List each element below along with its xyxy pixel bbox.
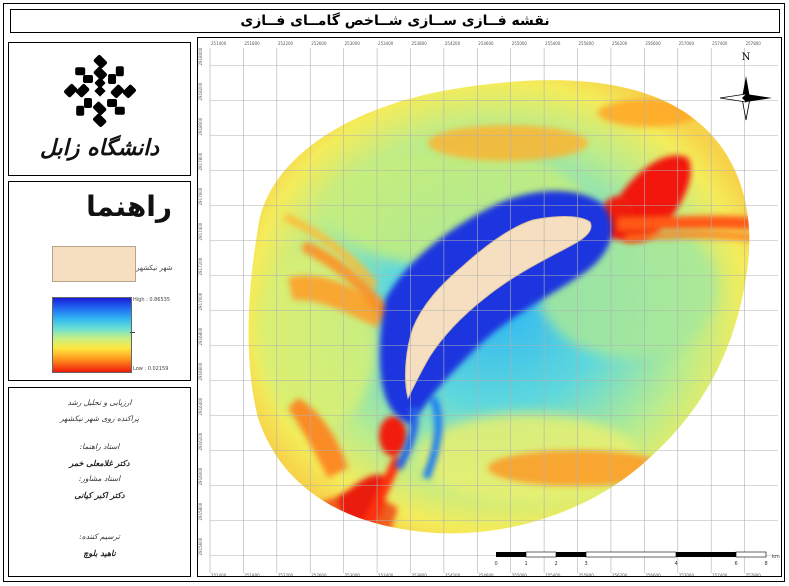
author-name: ناهید بلوچ <box>83 548 116 558</box>
university-name: دانشگاه زابل <box>39 135 160 161</box>
grid-label-top: 254600 <box>478 41 494 46</box>
city-swatch <box>52 246 136 282</box>
scale-labels: 0 1 2 3 4 6 8 <box>495 561 768 567</box>
consultant-name: دکتر اکبر کیانی <box>74 490 125 500</box>
grid-label-bottom: 253000 <box>345 573 361 577</box>
grid-label-top: 254200 <box>445 41 461 46</box>
grid-label-bottom: 252600 <box>311 573 327 577</box>
grid-label-bottom: 256200 <box>612 573 628 577</box>
grid-label-bottom: 255000 <box>512 573 528 577</box>
scale-tick-label: 3 <box>585 561 588 567</box>
scale-tick-label: 8 <box>765 561 768 567</box>
grid-label-top: 253000 <box>345 41 361 46</box>
scale-tick-label: 4 <box>675 561 678 567</box>
logo-panel: دانشگاه زابل <box>8 42 191 176</box>
grid-label-top: 257000 <box>679 41 695 46</box>
grid-label-top: 255400 <box>545 41 561 46</box>
scale-unit: km <box>772 554 780 560</box>
grid-label-bottom: 257400 <box>712 573 728 577</box>
map-title: نقشه فــازی ســازی شــاخص گامــای فــازی <box>10 9 780 33</box>
map-canvas[interactable]: 251400 251400 251800 251800 252200 252200 2526… <box>197 37 782 577</box>
grid-label-top: 256200 <box>612 41 628 46</box>
legend-panel: راهنما شهر نیکشهر High : 0.86535 Low : 0… <box>8 181 191 381</box>
grid-label-left: 2915600 <box>198 537 203 555</box>
scale-tick-label: 1 <box>525 561 528 567</box>
grid-label-left: 2917400 <box>198 222 203 240</box>
ramp-high-label: High : 0.86535 <box>133 297 171 303</box>
credits-panel: ارزیابی و تحلیل رشد پراکنده روی شهر نیکش… <box>8 387 191 577</box>
scale-tick-label: 2 <box>555 561 558 567</box>
grid-label-bottom: 255800 <box>579 573 595 577</box>
city-polygon <box>405 216 592 400</box>
grid-label-top: 252600 <box>311 41 327 46</box>
grid-label-top: 253400 <box>378 41 394 46</box>
grid-label-top: 255800 <box>579 41 595 46</box>
grid-label-left: 2918000 <box>198 117 203 135</box>
grid-label-bottom: 253800 <box>411 573 427 577</box>
north-label: N <box>742 52 751 63</box>
ramp-low-label: Low : 0.02159 <box>133 366 169 372</box>
grid-label-top: 253800 <box>411 41 427 46</box>
grid-label-left: 2916400 <box>198 397 203 415</box>
grid-label-left: 2915800 <box>198 502 203 520</box>
coordinate-grid <box>209 48 778 573</box>
grid-label-left: 2916600 <box>198 362 203 380</box>
grid-label-left: 2917800 <box>198 152 203 170</box>
ramp-tick <box>130 332 135 333</box>
gamma-fuzzy-map: 251400 251400 251800 251800 252200 252200 2526… <box>198 41 780 577</box>
scale-bar <box>496 551 767 558</box>
credit-line-1: ارزیابی و تحلیل رشد <box>67 398 132 407</box>
grid-label-top: 252200 <box>278 41 294 46</box>
grid-label-left: 2917000 <box>198 292 203 310</box>
grid-label-bottom: 254600 <box>478 573 494 577</box>
color-ramp <box>52 297 132 373</box>
grid-label-bottom: 257000 <box>679 573 695 577</box>
grid-label-bottom: 252200 <box>278 573 294 577</box>
scale-tick-label: 0 <box>495 561 498 567</box>
credit-line-2: پراکنده روی شهر نیکشهر <box>60 414 139 423</box>
grid-label-top: 251400 <box>211 41 227 46</box>
grid-label-bottom: 257800 <box>746 573 762 577</box>
city-label: شهر نیکشهر <box>136 264 173 272</box>
grid-label-top: 251800 <box>244 41 260 46</box>
grid-label-top: 257400 <box>712 41 728 46</box>
author-title: ترسیم کننده: <box>79 532 120 541</box>
legend-title: راهنما <box>86 190 172 223</box>
north-arrow-compass-icon <box>719 76 772 121</box>
grid-label-bottom: 254200 <box>445 573 461 577</box>
grid-label-top: 256600 <box>645 41 661 46</box>
grid-label-left: 2917200 <box>198 257 203 275</box>
grid-label-bottom: 251400 <box>211 573 227 577</box>
grid-label-bottom: 251800 <box>244 573 260 577</box>
grid-label-left: 2918400 <box>198 47 203 65</box>
grid-label-left: 2916200 <box>198 432 203 450</box>
grid-label-top: 257800 <box>746 41 762 46</box>
grid-label-top: 255000 <box>512 41 528 46</box>
grid-label-left: 2916800 <box>198 327 203 345</box>
grid-label-left: 2918200 <box>198 82 203 100</box>
advisor-name: دکتر غلامعلی خمر <box>69 458 130 468</box>
consultant-title: استاد مشاور: <box>78 474 121 483</box>
zabol-university-emblem-icon <box>64 55 136 127</box>
grid-label-left: 2916000 <box>198 467 203 485</box>
grid-label-left: 2917600 <box>198 187 203 205</box>
grid-label-bottom: 253400 <box>378 573 394 577</box>
scale-tick-label: 6 <box>735 561 738 567</box>
grid-label-bottom: 255400 <box>545 573 561 577</box>
grid-label-bottom: 256600 <box>645 573 661 577</box>
grid-labels: 251400 251400 251800 251800 252200 252200 2526… <box>198 41 762 577</box>
advisor-title: استاد راهنما: <box>79 442 120 451</box>
